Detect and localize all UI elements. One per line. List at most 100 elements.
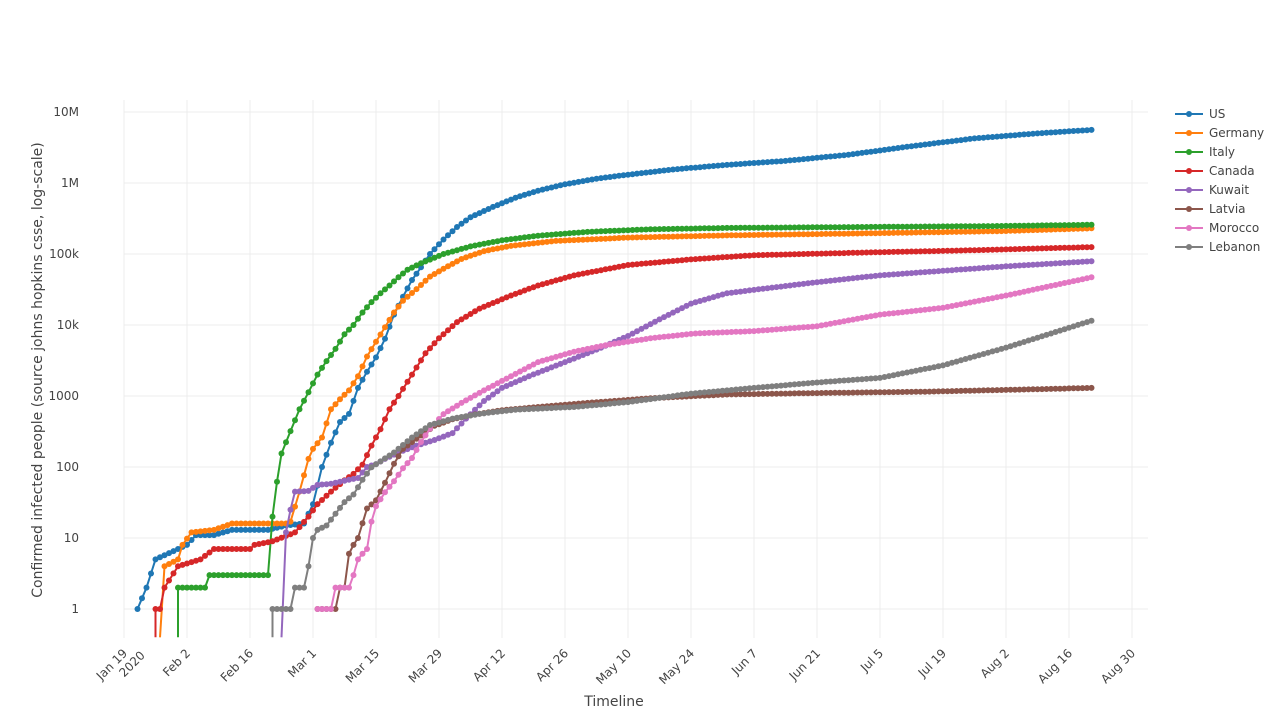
data-point [733, 289, 739, 296]
data-point [323, 522, 330, 529]
data-point [517, 368, 523, 375]
data-point [805, 324, 811, 330]
data-point [449, 228, 456, 235]
data-point [845, 275, 852, 282]
data-point [962, 136, 969, 143]
data-point [494, 380, 501, 387]
data-point [328, 352, 334, 358]
data-point [139, 595, 145, 602]
legend-item-lebanon[interactable]: Lebanon [1175, 240, 1260, 254]
data-point [769, 390, 775, 397]
data-point [953, 302, 960, 309]
y-tick-label: 1M [61, 176, 79, 190]
data-point [751, 384, 757, 391]
data-point [1025, 222, 1032, 229]
data-point [1084, 319, 1090, 326]
data-point [976, 228, 982, 235]
data-point [953, 223, 960, 230]
x-tick-label: May 10 [593, 646, 634, 687]
data-point [1030, 245, 1036, 252]
data-point [1012, 341, 1018, 348]
data-point [913, 142, 919, 149]
data-point [436, 268, 442, 275]
data-point [706, 225, 712, 232]
data-point [197, 528, 204, 535]
legend-item-latvia[interactable]: Latvia [1175, 202, 1246, 216]
data-point [368, 361, 375, 368]
data-point [233, 546, 240, 552]
data-point [755, 252, 762, 259]
data-point [782, 251, 789, 258]
legend[interactable]: US Germany Italy Canada Kuwait Latvia Morocco L… [1175, 107, 1264, 254]
data-point [233, 572, 240, 579]
data-point [701, 296, 708, 303]
data-point [544, 356, 550, 363]
legend-item-kuwait[interactable]: Kuwait [1175, 183, 1249, 197]
data-point [476, 241, 483, 248]
data-point [872, 223, 879, 230]
data-point [314, 606, 321, 612]
data-point [647, 396, 654, 403]
data-point [598, 228, 604, 235]
data-point [1061, 385, 1068, 392]
data-point [422, 277, 429, 284]
legend-item-us[interactable]: US [1175, 107, 1225, 121]
legend-item-italy[interactable]: Italy [1175, 145, 1235, 159]
data-point [1007, 227, 1014, 234]
data-point [256, 572, 262, 579]
data-point [818, 250, 825, 257]
data-point [431, 246, 438, 253]
data-point [220, 529, 226, 536]
data-point [373, 497, 379, 504]
data-point [958, 228, 964, 235]
data-point [697, 389, 703, 396]
data-point [872, 389, 879, 396]
data-point [580, 352, 586, 358]
data-point [467, 394, 474, 401]
data-point [620, 334, 627, 341]
data-point [692, 233, 699, 240]
data-point [499, 237, 505, 244]
data-point [323, 451, 330, 458]
data-point [481, 410, 487, 417]
x-tick: Apr 12 [470, 646, 508, 684]
data-point [445, 232, 451, 239]
data-point [926, 229, 933, 236]
data-point [1043, 129, 1050, 136]
x-tick-label: Apr 26 [533, 646, 571, 684]
data-point [872, 272, 879, 279]
data-point [791, 157, 798, 163]
x-tick: Feb 16 [218, 646, 256, 684]
legend-item-morocco[interactable]: Morocco [1175, 221, 1259, 235]
data-point [710, 225, 717, 232]
data-point [269, 513, 276, 520]
legend-item-canada[interactable]: Canada [1175, 164, 1255, 178]
data-point [454, 414, 460, 421]
data-point [782, 382, 789, 389]
data-point [719, 254, 726, 261]
data-point [940, 362, 946, 369]
data-point [1043, 226, 1050, 233]
data-point [431, 254, 438, 261]
data-point [625, 234, 631, 241]
legend-marker [1186, 225, 1192, 231]
x-tick: Apr 26 [533, 646, 571, 684]
data-point [629, 398, 636, 405]
data-point [854, 376, 861, 383]
data-point [949, 303, 955, 309]
data-point [805, 231, 811, 238]
data-point [1057, 281, 1063, 287]
data-point [314, 481, 321, 488]
data-point [899, 309, 906, 316]
data-point [607, 227, 613, 234]
data-point [193, 557, 199, 564]
data-point [1003, 292, 1009, 299]
data-point [841, 318, 847, 325]
data-point [931, 364, 937, 371]
data-point [580, 403, 586, 410]
legend-item-germany[interactable]: Germany [1175, 126, 1264, 140]
x-axis-title: Timeline [583, 694, 644, 710]
data-point [517, 289, 523, 296]
data-point [805, 380, 811, 387]
data-point [994, 387, 1000, 394]
